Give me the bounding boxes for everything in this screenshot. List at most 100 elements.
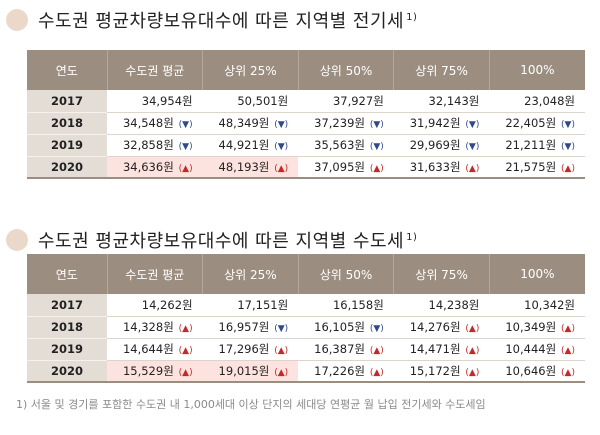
value-cell: 14,262원 bbox=[107, 294, 203, 317]
value-cell: 14,328원 (▲) bbox=[107, 316, 203, 339]
value-cell: 37,095원 (▲) bbox=[298, 156, 394, 179]
cell-value: 10,444원 bbox=[505, 342, 557, 356]
table-row: 2020 15,529원 (▲) 19,015원 (▲) 17,226원 (▲) 15,… bbox=[27, 360, 585, 383]
cell-value: 10,646원 bbox=[505, 363, 557, 378]
cell-value: 50,501원 bbox=[237, 93, 289, 108]
arrow-up-icon: (▲) bbox=[558, 324, 575, 334]
section-heading: 수도권 평균차량보유대수에 따른 지역별 수도세 1) bbox=[6, 226, 417, 254]
cell-value: 14,471원 bbox=[409, 342, 461, 356]
column-header: 상위 75% bbox=[393, 50, 490, 90]
value-cell: 14,238원 bbox=[393, 294, 490, 317]
value-cell: 34,636원 (▲) bbox=[107, 156, 203, 179]
cell-value: 48,349원 bbox=[218, 116, 270, 130]
column-header: 상위 50% bbox=[298, 50, 395, 90]
value-cell: 48,349원 (▼) bbox=[202, 112, 299, 135]
arrow-up-icon: (▲) bbox=[558, 367, 575, 378]
table-row: 2017 14,262원 17,151원 16,158원 14,238원 10,342원 bbox=[27, 294, 585, 317]
table-row: 2019 32,858원 (▼) 44,921원 (▼) 35,563원 (▼) 29,… bbox=[27, 134, 585, 157]
cell-value: 14,644원 bbox=[122, 342, 174, 356]
cell-value: 14,276원 bbox=[409, 320, 461, 334]
cell-value: 44,921원 bbox=[218, 138, 270, 152]
value-cell: 22,405원 (▼) bbox=[489, 112, 585, 135]
section-title: 수도권 평균차량보유대수에 따른 지역별 수도세 1) bbox=[38, 231, 418, 252]
cell-value: 19,015원 bbox=[218, 363, 270, 378]
value-cell: 23,048원 bbox=[489, 90, 585, 113]
value-cell: 37,239원 (▼) bbox=[298, 112, 394, 135]
value-cell: 31,942원 (▼) bbox=[393, 112, 490, 135]
arrow-down-icon: (▼) bbox=[462, 142, 480, 152]
cell-value: 34,636원 bbox=[122, 159, 174, 174]
arrow-up-icon: (▲) bbox=[175, 324, 193, 334]
value-cell: 14,471원 (▲) bbox=[393, 338, 490, 361]
table-header-row: 연도 수도권 평균 상위 25% 상위 50% 상위 75% 100% bbox=[27, 50, 585, 90]
cell-value: 17,151원 bbox=[237, 297, 289, 312]
table-header-row: 연도 수도권 평균 상위 25% 상위 50% 상위 75% 100% bbox=[27, 254, 585, 294]
cell-value: 37,927원 bbox=[332, 93, 384, 108]
cell-value: 15,529원 bbox=[122, 363, 174, 378]
value-cell: 29,969원 (▼) bbox=[393, 134, 490, 157]
value-cell: 21,575원 (▲) bbox=[489, 156, 585, 179]
cell-value: 21,211원 bbox=[505, 138, 557, 152]
value-cell: 32,858원 (▼) bbox=[107, 134, 203, 157]
section-heading: 수도권 평균차량보유대수에 따른 지역별 전기세 1) bbox=[6, 6, 417, 34]
table-row: 2018 14,328원 (▲) 16,957원 (▼) 16,105원 (▼) 14,… bbox=[27, 316, 585, 339]
table-row: 2017 34,954원 50,501원 37,927원 32,143원 23,048원 bbox=[27, 90, 585, 113]
value-cell: 10,349원 (▲) bbox=[489, 316, 585, 339]
column-header: 연도 bbox=[27, 254, 108, 294]
cell-value: 16,957원 bbox=[218, 320, 270, 334]
arrow-up-icon: (▲) bbox=[558, 346, 575, 356]
cell-value: 16,158원 bbox=[332, 297, 384, 312]
year-cell: 2019 bbox=[27, 134, 107, 157]
arrow-up-icon: (▲) bbox=[271, 163, 289, 174]
cell-value: 23,048원 bbox=[524, 93, 575, 108]
cell-value: 16,105원 bbox=[314, 320, 365, 334]
value-cell: 14,276원 (▲) bbox=[393, 316, 490, 339]
year-cell: 2020 bbox=[27, 156, 107, 179]
cell-value: 31,942원 bbox=[409, 116, 461, 130]
year-cell: 2018 bbox=[27, 112, 107, 135]
cell-value: 15,172원 bbox=[409, 363, 461, 378]
value-cell: 14,644원 (▲) bbox=[107, 338, 203, 361]
arrow-down-icon: (▼) bbox=[175, 142, 193, 152]
arrow-down-icon: (▼) bbox=[366, 142, 384, 152]
value-cell: 10,444원 (▲) bbox=[489, 338, 585, 361]
arrow-up-icon: (▲) bbox=[271, 346, 289, 356]
cell-value: 17,226원 bbox=[314, 363, 365, 378]
arrow-up-icon: (▲) bbox=[175, 163, 193, 174]
arrow-up-icon: (▲) bbox=[366, 163, 384, 174]
value-cell: 16,957원 (▼) bbox=[202, 316, 299, 339]
cell-value: 10,342원 bbox=[524, 297, 575, 312]
table-row: 2019 14,644원 (▲) 17,296원 (▲) 16,387원 (▲) 14,… bbox=[27, 338, 585, 361]
column-header: 상위 75% bbox=[393, 254, 490, 294]
cell-value: 14,238원 bbox=[428, 297, 480, 312]
cell-value: 32,858원 bbox=[122, 138, 174, 152]
arrow-up-icon: (▲) bbox=[462, 163, 480, 174]
cell-value: 21,575원 bbox=[505, 159, 557, 174]
column-header: 수도권 평균 bbox=[107, 50, 204, 90]
year-cell: 2018 bbox=[27, 316, 107, 339]
column-header: 수도권 평균 bbox=[107, 254, 204, 294]
value-cell: 15,172원 (▲) bbox=[393, 360, 490, 383]
column-header: 100% bbox=[489, 50, 585, 90]
arrow-down-icon: (▼) bbox=[175, 120, 193, 130]
value-cell: 19,015원 (▲) bbox=[202, 360, 299, 383]
cell-value: 31,633원 bbox=[409, 159, 461, 174]
arrow-down-icon: (▼) bbox=[271, 324, 289, 334]
year-cell: 2020 bbox=[27, 360, 107, 383]
value-cell: 34,548원 (▼) bbox=[107, 112, 203, 135]
cell-value: 16,387원 bbox=[314, 342, 365, 356]
arrow-up-icon: (▲) bbox=[462, 346, 480, 356]
value-cell: 50,501원 bbox=[202, 90, 299, 113]
arrow-down-icon: (▼) bbox=[366, 324, 384, 334]
arrow-up-icon: (▲) bbox=[175, 346, 193, 356]
column-header: 상위 25% bbox=[202, 50, 299, 90]
value-cell: 21,211원 (▼) bbox=[489, 134, 585, 157]
value-cell: 17,151원 bbox=[202, 294, 299, 317]
electricity-table: 연도 수도권 평균 상위 25% 상위 50% 상위 75% 100% 2017 34,95… bbox=[27, 50, 585, 179]
cell-value: 32,143원 bbox=[428, 93, 480, 108]
value-cell: 16,387원 (▲) bbox=[298, 338, 394, 361]
arrow-down-icon: (▼) bbox=[366, 120, 384, 130]
cell-value: 14,328원 bbox=[122, 320, 174, 334]
column-header: 연도 bbox=[27, 50, 108, 90]
year-cell: 2017 bbox=[27, 294, 107, 317]
